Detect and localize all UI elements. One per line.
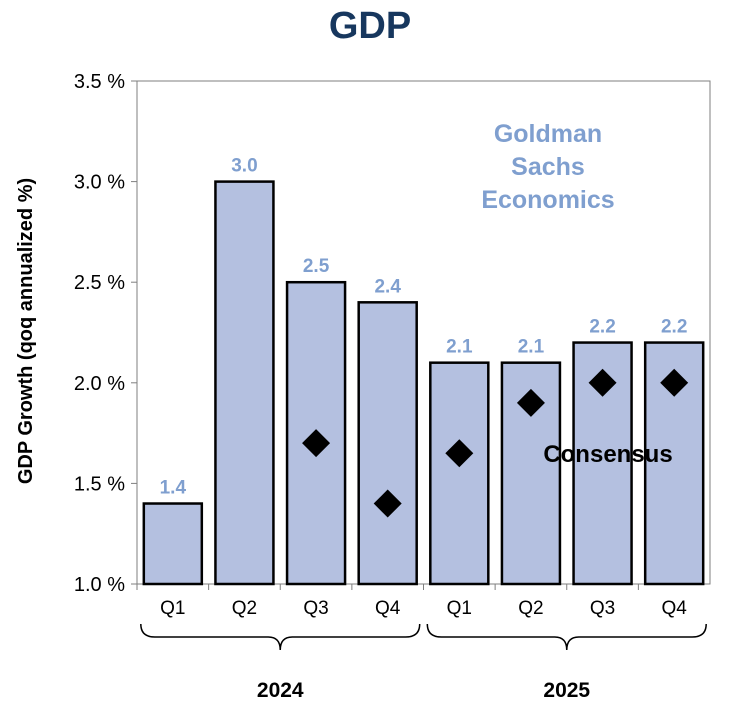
x-tick-label: Q3 bbox=[303, 598, 328, 619]
x-axis: Q1 Q2 Q3 Q4 Q1 Q2 Q3 Q4 bbox=[136, 584, 688, 619]
year-label: 2025 bbox=[543, 679, 590, 702]
x-tick-label: Q1 bbox=[160, 598, 185, 619]
y-tick-label: 2.5 % bbox=[74, 272, 125, 294]
x-tick-label: Q4 bbox=[375, 598, 401, 619]
y-tick-label: 2.0 % bbox=[74, 373, 125, 395]
bar-value-label: 1.4 bbox=[160, 478, 187, 499]
bar-series bbox=[142, 180, 705, 586]
bar bbox=[142, 502, 204, 586]
goldman-sachs-annotation: Goldman Sachs Economics bbox=[481, 120, 614, 214]
year-brace bbox=[140, 623, 421, 651]
consensus-marker bbox=[373, 489, 402, 518]
consensus-label: Consensus bbox=[543, 441, 672, 468]
x-tick-label: Q4 bbox=[662, 598, 688, 619]
y-tick-label: 1.0 % bbox=[74, 574, 125, 596]
y-tick-label: 3.0 % bbox=[74, 172, 125, 194]
bar bbox=[357, 301, 418, 586]
consensus-marker bbox=[660, 368, 689, 397]
year-brace bbox=[426, 623, 707, 651]
x-tick-label: Q3 bbox=[590, 598, 615, 619]
y-tick-label: 3.5 % bbox=[74, 71, 125, 93]
y-axis-label: GDP Growth (qoq annualized %) bbox=[15, 178, 37, 484]
bar bbox=[429, 361, 490, 586]
bar-value-label: 2.2 bbox=[589, 317, 615, 338]
year-groups: 2024 2025 bbox=[140, 623, 707, 702]
bar-value-label: 2.2 bbox=[661, 317, 687, 338]
gs-label-line-3: Economics bbox=[481, 186, 614, 214]
x-tick-label: Q1 bbox=[447, 598, 472, 619]
consensus-marker bbox=[516, 388, 545, 417]
chart-title: GDP bbox=[329, 5, 411, 47]
y-tick-label: 1.5 % bbox=[74, 473, 125, 495]
year-label: 2024 bbox=[257, 679, 304, 702]
y-axis: 1.0 % 1.5 % 2.0 % 2.5 % 3.0 % 3.5 % bbox=[74, 71, 137, 596]
x-tick-label: Q2 bbox=[518, 598, 543, 619]
bar-value-label: 3.0 bbox=[231, 156, 257, 177]
consensus-markers bbox=[302, 368, 689, 518]
bar-value-label: 2.1 bbox=[518, 337, 545, 358]
x-tick-label: Q2 bbox=[232, 598, 257, 619]
bar-value-label: 2.1 bbox=[446, 337, 473, 358]
bar-value-label: 2.5 bbox=[303, 256, 330, 277]
bar-value-label: 2.4 bbox=[374, 276, 401, 297]
bar bbox=[214, 180, 275, 586]
bar bbox=[572, 341, 633, 586]
consensus-marker bbox=[445, 439, 474, 468]
gs-label-line-1: Goldman bbox=[494, 120, 602, 148]
gs-label-line-2: Sachs bbox=[511, 153, 585, 181]
consensus-marker bbox=[588, 368, 617, 397]
consensus-marker bbox=[302, 429, 331, 458]
bar-value-labels: 1.4 3.0 2.5 2.4 2.1 2.1 2.2 2.2 bbox=[160, 156, 688, 499]
